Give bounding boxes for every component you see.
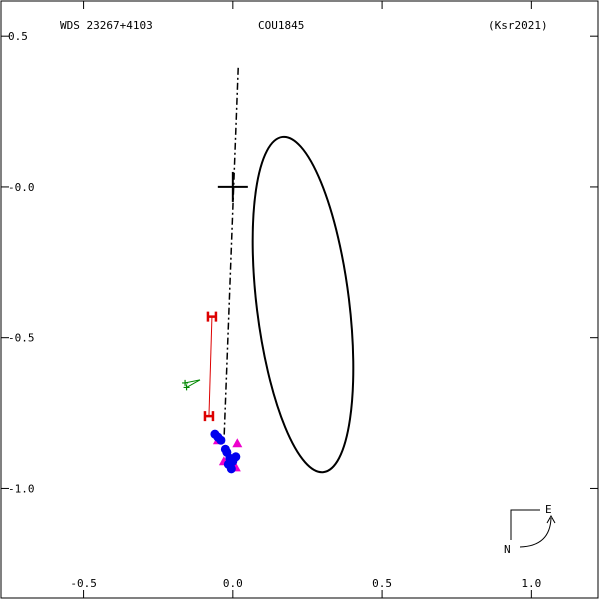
speckle-point: [231, 452, 241, 462]
speckle-point: [216, 435, 226, 445]
x-tick-label: 0.5: [372, 577, 392, 590]
compass-east-label: E: [545, 503, 552, 516]
compass-north-label: N: [504, 543, 511, 556]
hipparcos-point: [206, 311, 218, 322]
header-star-name: COU1845: [258, 19, 304, 32]
hipparcos-residual: [208, 316, 213, 417]
other-measure-point: [232, 438, 243, 448]
y-tick-label: 0.5: [8, 30, 28, 43]
x-tick-label: 0.0: [223, 577, 243, 590]
y-tick-label: -0.5: [8, 332, 35, 345]
orbit-ellipse: [251, 135, 355, 474]
line-of-nodes: [223, 67, 239, 444]
micrometer-point: [183, 384, 190, 391]
micrometer-residual: [186, 379, 201, 388]
compass-arrowhead: [546, 514, 556, 524]
y-tick-label: -0.0: [8, 181, 35, 194]
compass-axes: [510, 509, 540, 540]
compass: E N: [504, 503, 556, 556]
header-reference: (Ksr2021): [488, 19, 548, 32]
hipparcos-point: [203, 411, 215, 422]
data-marks: [182, 311, 243, 474]
orbit-layer: [217, 67, 355, 474]
x-tick-label: 1.0: [521, 577, 541, 590]
x-tick-label: -0.5: [70, 577, 97, 590]
micrometer-point: [182, 379, 189, 386]
compass-arrow-arc: [519, 517, 552, 548]
y-tick-label: -1.0: [8, 482, 35, 495]
header-wds-id: WDS 23267+4103: [60, 19, 153, 32]
speckle-point: [226, 464, 236, 474]
